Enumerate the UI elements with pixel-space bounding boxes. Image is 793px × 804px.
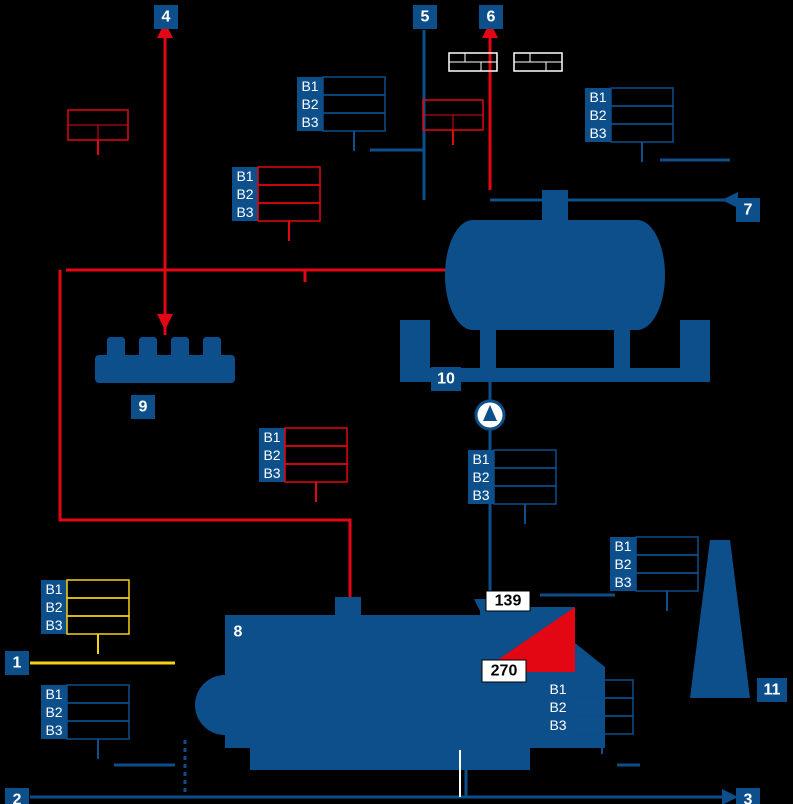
table-row-label: B2: [236, 186, 253, 202]
marker-7: 7: [736, 198, 760, 222]
table-row-label: B1: [589, 89, 606, 105]
marker-2: 2: [5, 788, 29, 804]
table-row-label: B3: [589, 125, 606, 141]
heatex-inlet-temp: 139: [495, 593, 522, 610]
marker-label: 5: [421, 9, 430, 26]
table-row-label: B1: [263, 429, 280, 445]
marker-label: 11: [764, 682, 781, 699]
table-row-label: B2: [589, 107, 606, 123]
marker-label: 7: [744, 202, 753, 219]
table-row-label: B2: [301, 96, 318, 112]
table-row-label: B2: [263, 447, 280, 463]
marker-label: 8: [234, 624, 243, 641]
marker-9: 9: [131, 395, 155, 419]
table-row-label: B3: [236, 204, 253, 220]
table-row-label: B1: [549, 681, 566, 697]
marker-label: 2: [13, 792, 22, 804]
table-row-label: B2: [472, 469, 489, 485]
table-row-label: B2: [45, 704, 62, 720]
heatex-outlet-temp: 270: [491, 663, 518, 680]
table-row-label: B3: [301, 114, 318, 130]
pump: [476, 401, 504, 429]
table-row-label: B2: [614, 556, 631, 572]
marker-label: 4: [162, 9, 171, 26]
marker-1: 1: [5, 651, 29, 675]
process-diagram: 139270B1B2B3B1B2B3B1B2B3B1B2B3B1B2B3B1B2…: [0, 0, 793, 804]
table-row-label: B3: [263, 465, 280, 481]
marker-label: 3: [744, 792, 753, 804]
marker-label: 1: [13, 655, 22, 672]
table-row-label: B1: [45, 686, 62, 702]
marker-4: 4: [154, 5, 178, 29]
table-row-label: B3: [472, 487, 489, 503]
table-row-label: B1: [301, 78, 318, 94]
table-row-label: B3: [614, 574, 631, 590]
marker-8: 8: [226, 620, 250, 644]
table-row-label: B2: [549, 699, 566, 715]
marker-5: 5: [413, 5, 437, 29]
marker-label: 10: [437, 371, 455, 388]
marker-3: 3: [736, 788, 760, 804]
marker-10: 10: [431, 367, 461, 391]
table-row-label: B1: [472, 451, 489, 467]
marker-label: 9: [139, 399, 148, 416]
marker-label: 6: [487, 9, 496, 26]
table-row-label: B3: [45, 617, 62, 633]
marker-11: 11: [757, 678, 787, 702]
table-row-label: B1: [45, 581, 62, 597]
table-row-label: B3: [549, 717, 566, 733]
table-row-label: B2: [45, 599, 62, 615]
table-row-label: B1: [614, 538, 631, 554]
marker-6: 6: [479, 5, 503, 29]
table-row-label: B1: [236, 168, 253, 184]
table-row-label: B3: [45, 722, 62, 738]
